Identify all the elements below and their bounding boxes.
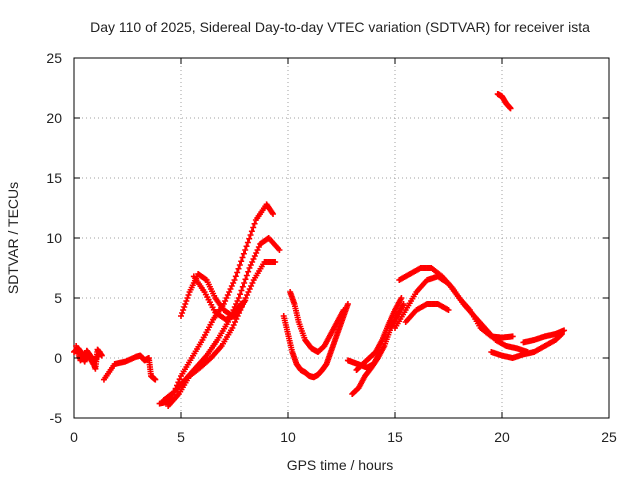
data-point xyxy=(238,258,245,265)
data-point xyxy=(241,280,248,286)
data-point xyxy=(236,262,243,268)
data-point xyxy=(242,247,249,253)
data-point xyxy=(179,310,186,316)
data-point xyxy=(272,259,279,265)
series-tail xyxy=(488,331,565,361)
data-point xyxy=(96,349,103,355)
series-hump-1 xyxy=(392,273,516,341)
series-tail-2 xyxy=(520,327,568,346)
data-point xyxy=(561,327,568,334)
data-point xyxy=(176,376,183,383)
y-tick-label: 5 xyxy=(54,290,62,306)
data-point xyxy=(509,333,516,340)
x-axis-label: GPS time / hours xyxy=(287,457,394,473)
series-drop-cluster-2 xyxy=(287,289,347,355)
data-point xyxy=(400,301,407,307)
series-hump-2 xyxy=(396,265,531,355)
series-arc-5 xyxy=(190,273,249,323)
data-point xyxy=(377,349,384,355)
data-point xyxy=(231,277,238,283)
data-point xyxy=(251,220,258,227)
data-point xyxy=(243,272,250,279)
series-arc-1 xyxy=(156,201,277,407)
data-point xyxy=(239,254,246,261)
axis-ticks: 0 5 10 15 20 25 -5 0 5 10 15 20 25 xyxy=(46,50,617,445)
x-tick-label: 10 xyxy=(280,429,296,445)
data-point xyxy=(232,273,239,280)
y-tick-label: 10 xyxy=(46,230,62,246)
data-point xyxy=(247,232,254,238)
data-point xyxy=(235,265,242,272)
data-point xyxy=(178,313,184,319)
data-point xyxy=(243,243,250,250)
data-point xyxy=(234,269,241,276)
data-point xyxy=(398,295,405,301)
data-point xyxy=(242,297,249,304)
data-point xyxy=(245,268,252,275)
data-point xyxy=(344,301,351,307)
data-point xyxy=(270,211,277,217)
y-axis-label: SDTVAR / TECUs xyxy=(5,182,21,294)
y-tick-label: 15 xyxy=(46,170,62,186)
x-tick-label: 0 xyxy=(70,429,78,445)
data-point xyxy=(445,307,452,313)
data-point xyxy=(237,291,244,298)
data-point xyxy=(242,276,249,283)
data-point xyxy=(183,298,190,304)
x-tick-label: 5 xyxy=(177,429,185,445)
y-tick-label: 20 xyxy=(46,110,62,126)
x-tick-label: 25 xyxy=(601,429,617,445)
y-tick-label: 25 xyxy=(46,50,62,66)
series-mid-arc-3 xyxy=(344,349,384,371)
data-point xyxy=(248,228,255,235)
series-hump-3 xyxy=(402,301,452,325)
data-point xyxy=(235,295,242,301)
data-point xyxy=(182,301,189,307)
data-point xyxy=(180,307,187,313)
x-tick-label: 15 xyxy=(387,429,403,445)
data-point xyxy=(250,224,257,231)
series-early-cluster xyxy=(71,343,105,372)
grid-lines xyxy=(74,58,609,418)
data-point xyxy=(507,105,514,112)
data-point xyxy=(185,292,192,298)
data-point xyxy=(152,376,159,383)
data-point xyxy=(181,304,188,310)
series-drop-cluster xyxy=(280,301,351,381)
data-point xyxy=(238,287,245,294)
data-point xyxy=(244,239,251,246)
series-outlier xyxy=(494,91,514,112)
y-tick-label: 0 xyxy=(54,350,62,366)
series-mid-arc-2 xyxy=(353,295,405,373)
y-tick-label: -5 xyxy=(50,410,63,426)
x-tick-label: 20 xyxy=(494,429,510,445)
data-point xyxy=(239,283,246,290)
data-point xyxy=(340,307,347,313)
data-point xyxy=(246,235,253,242)
series-sparse-points xyxy=(100,352,159,383)
data-point xyxy=(184,295,191,301)
data-points xyxy=(71,91,568,409)
chart-title: Day 110 of 2025, Sidereal Day-to-day VTE… xyxy=(90,19,590,35)
data-point xyxy=(240,250,247,257)
data-point xyxy=(276,247,283,253)
